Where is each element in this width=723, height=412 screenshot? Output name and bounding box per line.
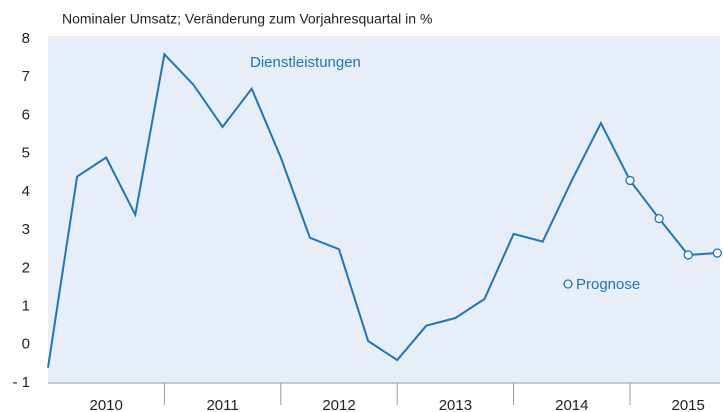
x-tick-label: 2011: [206, 397, 238, 412]
y-tick-label: 5: [22, 145, 30, 162]
forecast-marker: [654, 213, 664, 224]
y-tick-label: 0: [22, 336, 30, 353]
x-tick-label: 2014: [555, 397, 588, 412]
y-tick-label: 1: [22, 298, 30, 315]
plot-background: [48, 36, 720, 383]
y-tick-label: 3: [22, 221, 30, 238]
x-tick-label: 2015: [672, 397, 705, 412]
x-tick-label: 2012: [322, 397, 355, 412]
line-series: [47, 52, 718, 368]
forecast-marker: [625, 175, 635, 186]
y-tick-label: 7: [22, 68, 30, 85]
chart-title: Nominaler Umsatz; Veränderung zum Vorjah…: [62, 11, 432, 27]
forecast-marker: [683, 250, 693, 260]
y-tick-label: 4: [22, 183, 30, 200]
x-tick-label: 2013: [439, 397, 472, 412]
y-tick-label: - 1: [12, 374, 30, 391]
y-tick-label: 2: [22, 259, 30, 276]
forecast-marker: [712, 248, 722, 258]
legend-label: Prognose: [576, 276, 640, 293]
legend-marker: [563, 279, 573, 289]
x-tick-label: 2010: [90, 397, 123, 412]
series-annotation: Dienstleistungen: [250, 54, 361, 71]
y-tick-label: 8: [22, 30, 30, 47]
y-tick-label: 6: [22, 106, 30, 123]
